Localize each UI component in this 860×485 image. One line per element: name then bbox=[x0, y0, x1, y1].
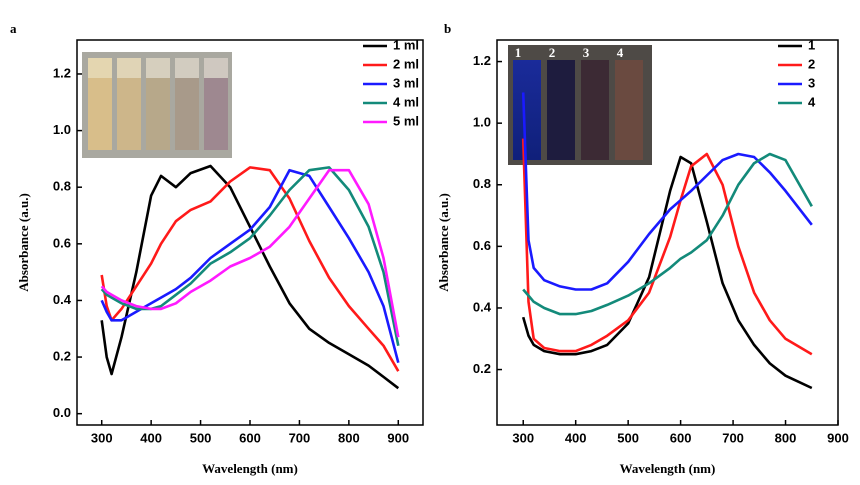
legend-label: 2 ml bbox=[393, 56, 419, 71]
y-axis-label: Absorbance (a.u.) bbox=[436, 193, 451, 292]
y-tick-label: 1.2 bbox=[53, 65, 71, 80]
panel-label: b bbox=[444, 21, 451, 36]
inset-label: 2 bbox=[549, 45, 556, 60]
legend-label: 4 ml bbox=[393, 94, 419, 109]
x-tick-label: 800 bbox=[775, 430, 797, 445]
x-tick-label: 900 bbox=[827, 430, 849, 445]
series-line bbox=[100, 166, 400, 346]
legend-label: 1 bbox=[808, 37, 815, 52]
y-tick-label: 1.2 bbox=[473, 53, 491, 68]
series-line bbox=[100, 168, 400, 338]
y-tick-label: 0.6 bbox=[53, 235, 71, 250]
x-tick-label: 700 bbox=[722, 430, 744, 445]
y-tick-label: 0.2 bbox=[473, 361, 491, 376]
x-tick-label: 600 bbox=[670, 430, 692, 445]
x-axis-label: Wavelength (nm) bbox=[620, 461, 716, 476]
inset-label: 3 bbox=[583, 45, 590, 60]
y-tick-label: 0.4 bbox=[473, 299, 492, 314]
x-tick-label: 500 bbox=[617, 430, 639, 445]
series-line bbox=[521, 138, 813, 356]
legend-label: 5 ml bbox=[393, 113, 419, 128]
legend-label: 2 bbox=[808, 56, 815, 71]
inset-photo bbox=[82, 52, 232, 158]
x-tick-label: 800 bbox=[338, 430, 360, 445]
y-tick-label: 0.2 bbox=[53, 348, 71, 363]
x-tick-label: 700 bbox=[289, 430, 311, 445]
y-tick-label: 1.0 bbox=[473, 115, 491, 130]
x-tick-label: 600 bbox=[239, 430, 261, 445]
legend-label: 3 bbox=[808, 75, 815, 90]
y-tick-label: 0.4 bbox=[53, 292, 72, 307]
y-tick-label: 0.0 bbox=[53, 405, 71, 420]
series-line bbox=[521, 92, 813, 291]
legend-label: 4 bbox=[808, 94, 816, 109]
series-line bbox=[522, 152, 813, 316]
x-tick-label: 500 bbox=[190, 430, 212, 445]
plot-lines bbox=[100, 164, 400, 390]
series-line bbox=[100, 168, 400, 364]
plot-lines bbox=[521, 92, 813, 390]
series-line bbox=[100, 164, 400, 390]
inset-photo bbox=[508, 45, 652, 165]
legend-label: 1 ml bbox=[393, 37, 419, 52]
y-axis-label: Absorbance (a.u.) bbox=[16, 193, 31, 292]
x-tick-label: 300 bbox=[91, 430, 113, 445]
inset-label: 4 bbox=[617, 45, 624, 60]
x-tick-label: 900 bbox=[387, 430, 409, 445]
y-tick-label: 0.8 bbox=[473, 176, 491, 191]
x-axis-label: Wavelength (nm) bbox=[202, 461, 298, 476]
series-line bbox=[521, 155, 813, 390]
x-tick-label: 400 bbox=[565, 430, 587, 445]
inset-label: 1 bbox=[515, 45, 522, 60]
plot-frame bbox=[496, 39, 839, 426]
x-tick-label: 400 bbox=[140, 430, 162, 445]
y-tick-label: 0.6 bbox=[473, 238, 491, 253]
x-tick-label: 300 bbox=[512, 430, 534, 445]
legend-label: 3 ml bbox=[393, 75, 419, 90]
y-tick-label: 0.8 bbox=[53, 179, 71, 194]
panel-label: a bbox=[10, 21, 17, 36]
y-tick-label: 1.0 bbox=[53, 122, 71, 137]
